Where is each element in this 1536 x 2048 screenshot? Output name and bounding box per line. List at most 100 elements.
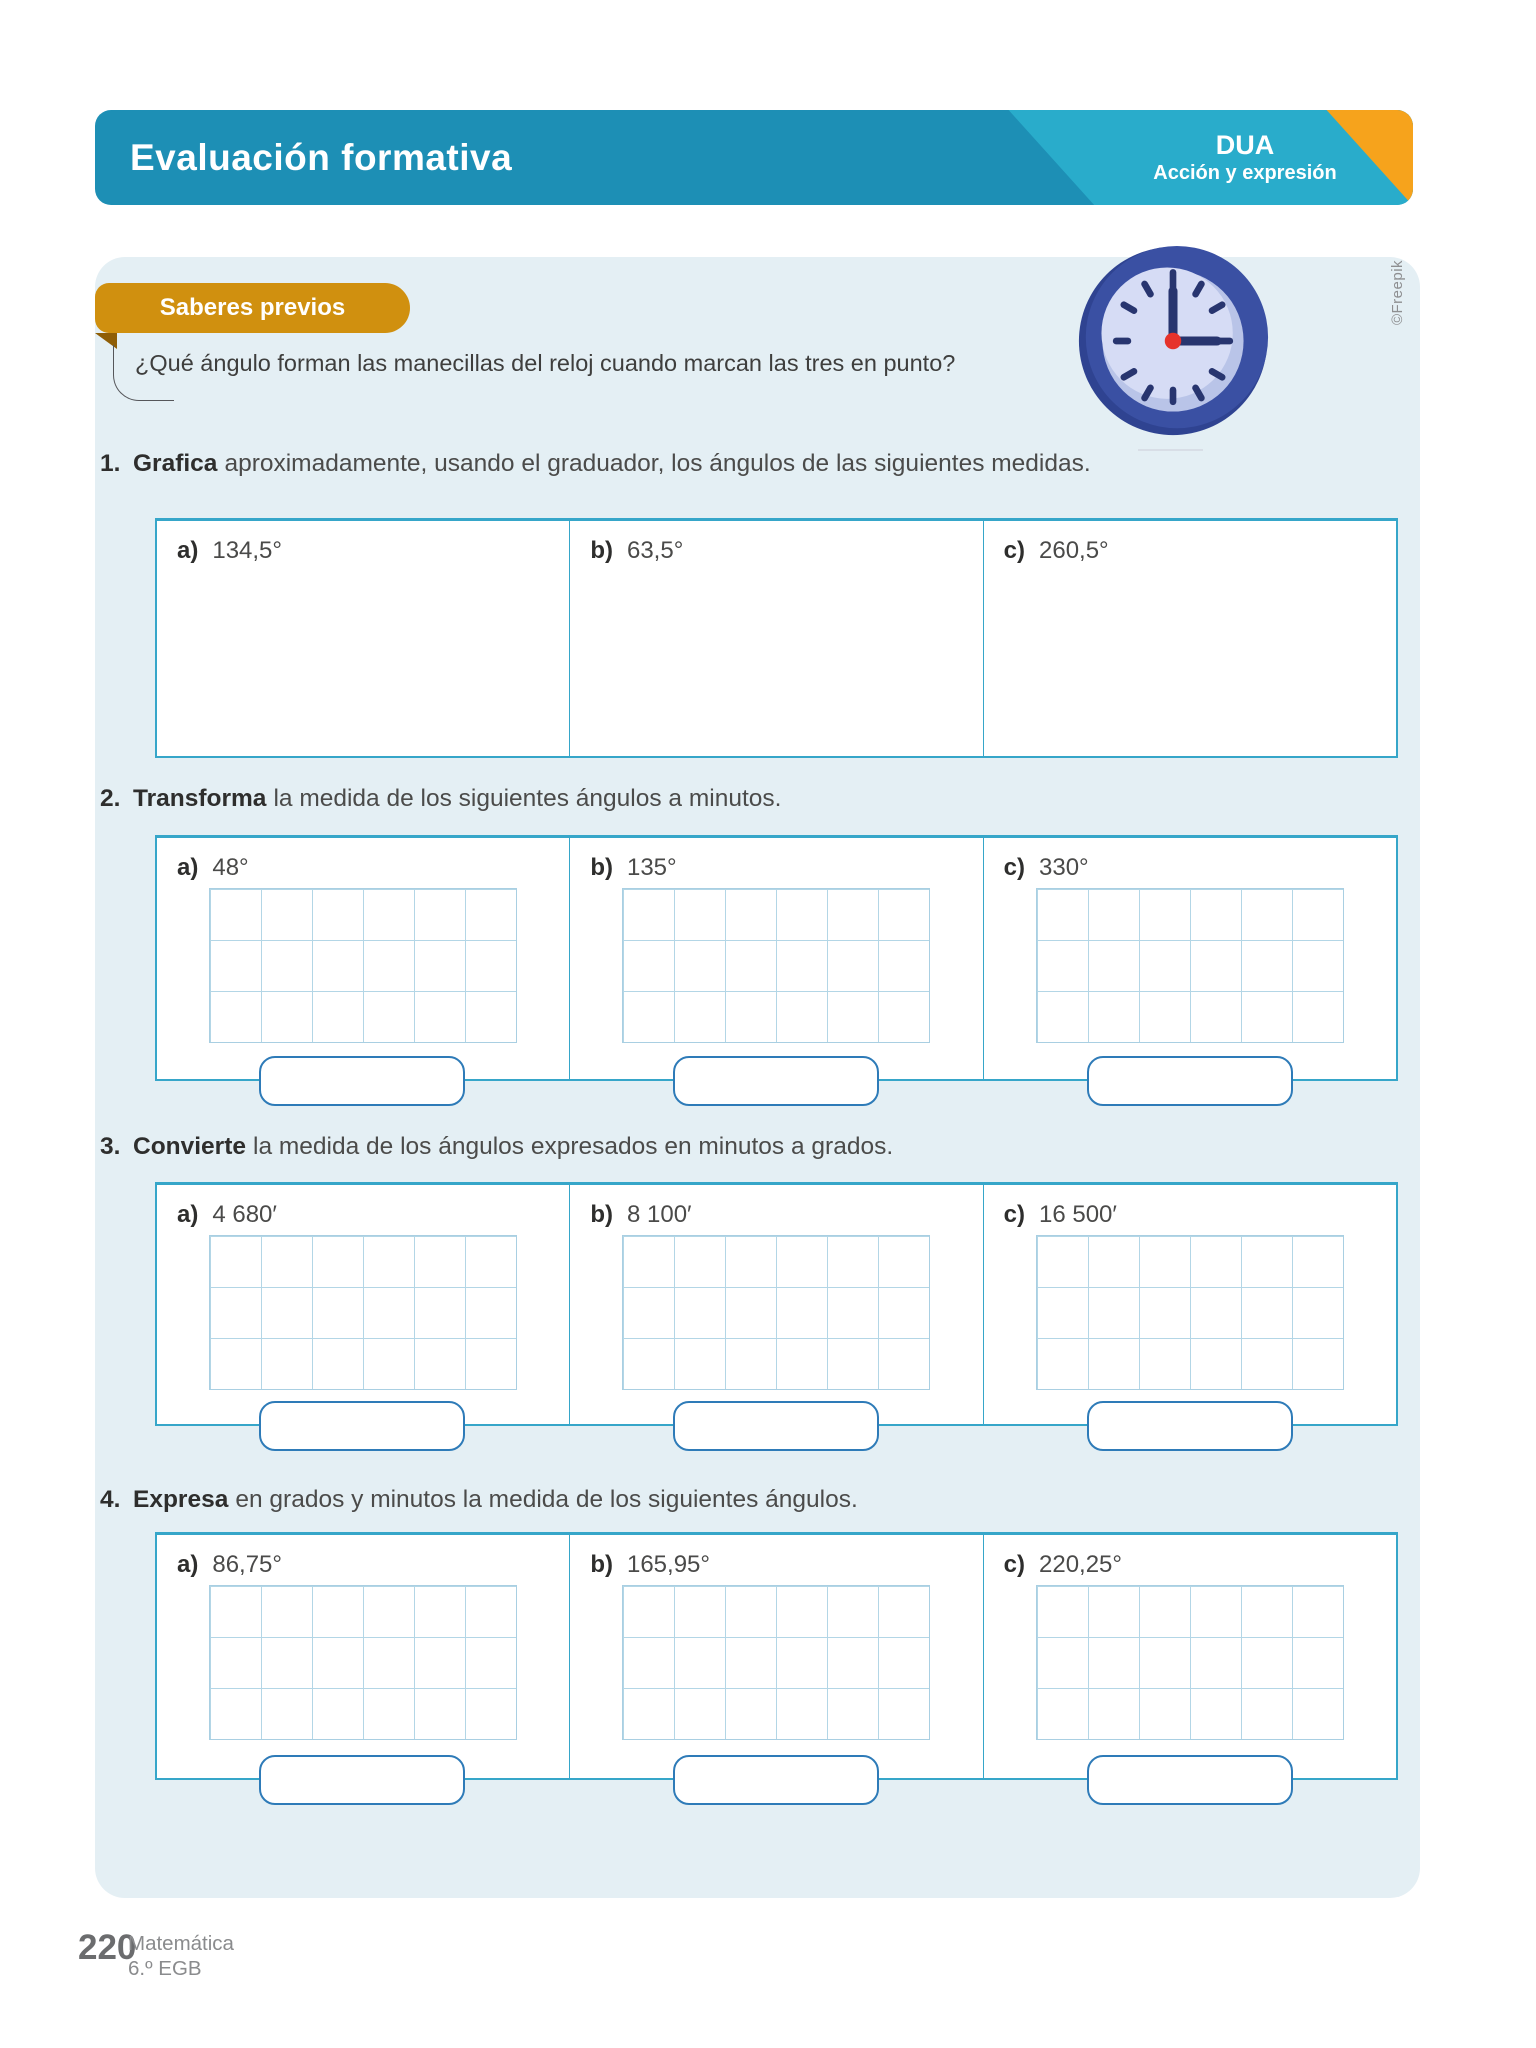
item-value: 165,95° <box>626 1551 710 1578</box>
item-label: a) 48° <box>177 854 249 882</box>
item-value: 48° <box>212 854 249 881</box>
exercise-1-cell-a[interactable]: a) 134,5° <box>157 521 569 756</box>
exercise-1-heading: 1. Grafica aproximadamente, usando el grad… <box>100 450 1091 478</box>
work-grid[interactable] <box>209 1585 518 1740</box>
clock-illustration <box>1078 245 1269 436</box>
clock-center-dot <box>1164 332 1182 350</box>
page-number: 220 <box>78 1928 137 1967</box>
work-grid[interactable] <box>622 1235 931 1390</box>
exercise-4-verb: Expresa <box>133 1486 229 1513</box>
image-credit: ©Freepik <box>1353 247 1443 337</box>
exercise-4-cell-a: a) 86,75° <box>157 1535 569 1778</box>
item-label: b) 135° <box>590 854 676 882</box>
item-label: c) 220,25° <box>1004 1551 1122 1579</box>
exercise-1-instruction: aproximadamente, usando el graduador, lo… <box>224 450 1091 477</box>
item-value: 86,75° <box>212 1551 282 1578</box>
page-title: Evaluación formativa <box>130 136 513 178</box>
answer-box[interactable] <box>673 1401 879 1451</box>
dua-title: DUA <box>1215 129 1275 160</box>
item-letter: a) <box>177 1551 199 1578</box>
item-label: a) 4 680′ <box>177 1201 277 1229</box>
page-header: DUA Acción y expresión Evaluación format… <box>95 110 1413 205</box>
item-label: b) 8 100′ <box>590 1201 691 1229</box>
item-value: 330° <box>1039 854 1089 881</box>
item-label: a) 86,75° <box>177 1551 282 1579</box>
item-letter: c) <box>1003 1201 1025 1228</box>
exercise-2-cell-b: b) 135° <box>569 838 982 1079</box>
item-value: 135° <box>626 854 677 881</box>
item-letter: b) <box>590 1201 613 1228</box>
exercise-3-verb: Convierte <box>133 1133 247 1160</box>
exercise-4-instruction: en grados y minutos la medida de los sig… <box>235 1486 858 1513</box>
item-value: 8 100′ <box>626 1201 692 1228</box>
answer-box[interactable] <box>259 1401 465 1451</box>
exercise-4-table: a) 86,75° b) 165,95° c) 220,25° <box>155 1532 1398 1780</box>
work-grid[interactable] <box>1035 888 1344 1043</box>
content-panel: Saberes previos ¿Qué ángulo forman las m… <box>95 257 1420 1898</box>
item-letter: c) <box>1003 854 1025 881</box>
work-grid[interactable] <box>1035 1235 1344 1390</box>
grade-line: 6.º EGB <box>128 1957 202 1980</box>
answer-box[interactable] <box>1087 1755 1293 1805</box>
prior-knowledge-badge: Saberes previos <box>95 283 410 333</box>
item-letter: a) <box>177 1201 199 1228</box>
item-label: c) 16 500′ <box>1004 1201 1117 1229</box>
item-label: c) 260,5° <box>1004 537 1109 565</box>
item-letter: b) <box>590 854 613 881</box>
exercise-4-heading: 4. Expresa en grados y minutos la medida d… <box>100 1486 858 1514</box>
work-grid[interactable] <box>622 1585 931 1740</box>
exercise-3-cell-b: b) 8 100′ <box>569 1185 982 1424</box>
exercise-3-table: a) 4 680′ b) 8 100′ c) 16 500′ <box>155 1182 1398 1426</box>
dua-subtitle: Acción y expresión <box>1153 161 1337 184</box>
exercise-1-cell-c[interactable]: c) 260,5° <box>982 521 1396 756</box>
exercise-2-instruction: la medida de los siguientes ángulos a mi… <box>273 785 782 812</box>
work-grid[interactable] <box>1035 1585 1344 1740</box>
question-bracket-line <box>113 345 174 401</box>
exercise-2-cell-c: c) 330° <box>982 838 1396 1079</box>
exercise-2-verb: Transforma <box>133 785 267 812</box>
item-letter: b) <box>590 537 613 564</box>
exercise-2-number: 2. <box>100 785 121 812</box>
prior-knowledge-question: ¿Qué ángulo forman las manecillas del re… <box>135 350 956 376</box>
prior-knowledge-label: Saberes previos <box>159 294 346 321</box>
item-label: b) 165,95° <box>590 1551 710 1579</box>
book-subject: Matemática 6.º EGB <box>128 1931 234 1981</box>
item-label: c) 330° <box>1004 854 1089 882</box>
item-value: 134,5° <box>212 537 282 564</box>
item-letter: a) <box>177 854 199 881</box>
dua-badge: DUA Acción y expresión <box>1115 110 1375 205</box>
subject-line: Matemática <box>128 1932 234 1955</box>
answer-box[interactable] <box>259 1056 465 1106</box>
item-letter: b) <box>590 1551 613 1578</box>
answer-box[interactable] <box>259 1755 465 1805</box>
exercise-3-cell-c: c) 16 500′ <box>982 1185 1396 1424</box>
exercise-3-number: 3. <box>100 1133 121 1160</box>
work-grid[interactable] <box>209 888 518 1043</box>
answer-box[interactable] <box>673 1056 879 1106</box>
answer-box[interactable] <box>1087 1056 1293 1106</box>
exercise-1-table: a) 134,5° b) 63,5° c) 260,5° <box>155 518 1398 758</box>
item-letter: c) <box>1003 1551 1025 1578</box>
exercise-1-verb: Grafica <box>133 450 218 477</box>
answer-box[interactable] <box>673 1755 879 1805</box>
exercise-2-cell-a: a) 48° <box>157 838 569 1079</box>
image-credit-text: ©Freepik <box>1389 259 1407 325</box>
exercise-4-cell-b: b) 165,95° <box>569 1535 982 1778</box>
exercise-4-cell-c: c) 220,25° <box>982 1535 1396 1778</box>
exercise-4-number: 4. <box>100 1486 121 1513</box>
exercise-1-number: 1. <box>100 450 121 477</box>
item-value: 16 500′ <box>1039 1201 1117 1228</box>
exercise-3-heading: 3. Convierte la medida de los ángulos expr… <box>100 1133 893 1161</box>
exercise-3-instruction: la medida de los ángulos expresados en m… <box>253 1133 894 1160</box>
work-grid[interactable] <box>209 1235 518 1390</box>
item-letter: c) <box>1003 537 1025 564</box>
item-value: 63,5° <box>626 537 684 564</box>
exercise-1-cell-b[interactable]: b) 63,5° <box>569 521 982 756</box>
item-value: 260,5° <box>1039 537 1109 564</box>
exercise-3-cell-a: a) 4 680′ <box>157 1185 569 1424</box>
work-grid[interactable] <box>622 888 931 1043</box>
item-value: 220,25° <box>1039 1551 1123 1578</box>
item-label: a) 134,5° <box>177 537 282 565</box>
answer-box[interactable] <box>1087 1401 1293 1451</box>
